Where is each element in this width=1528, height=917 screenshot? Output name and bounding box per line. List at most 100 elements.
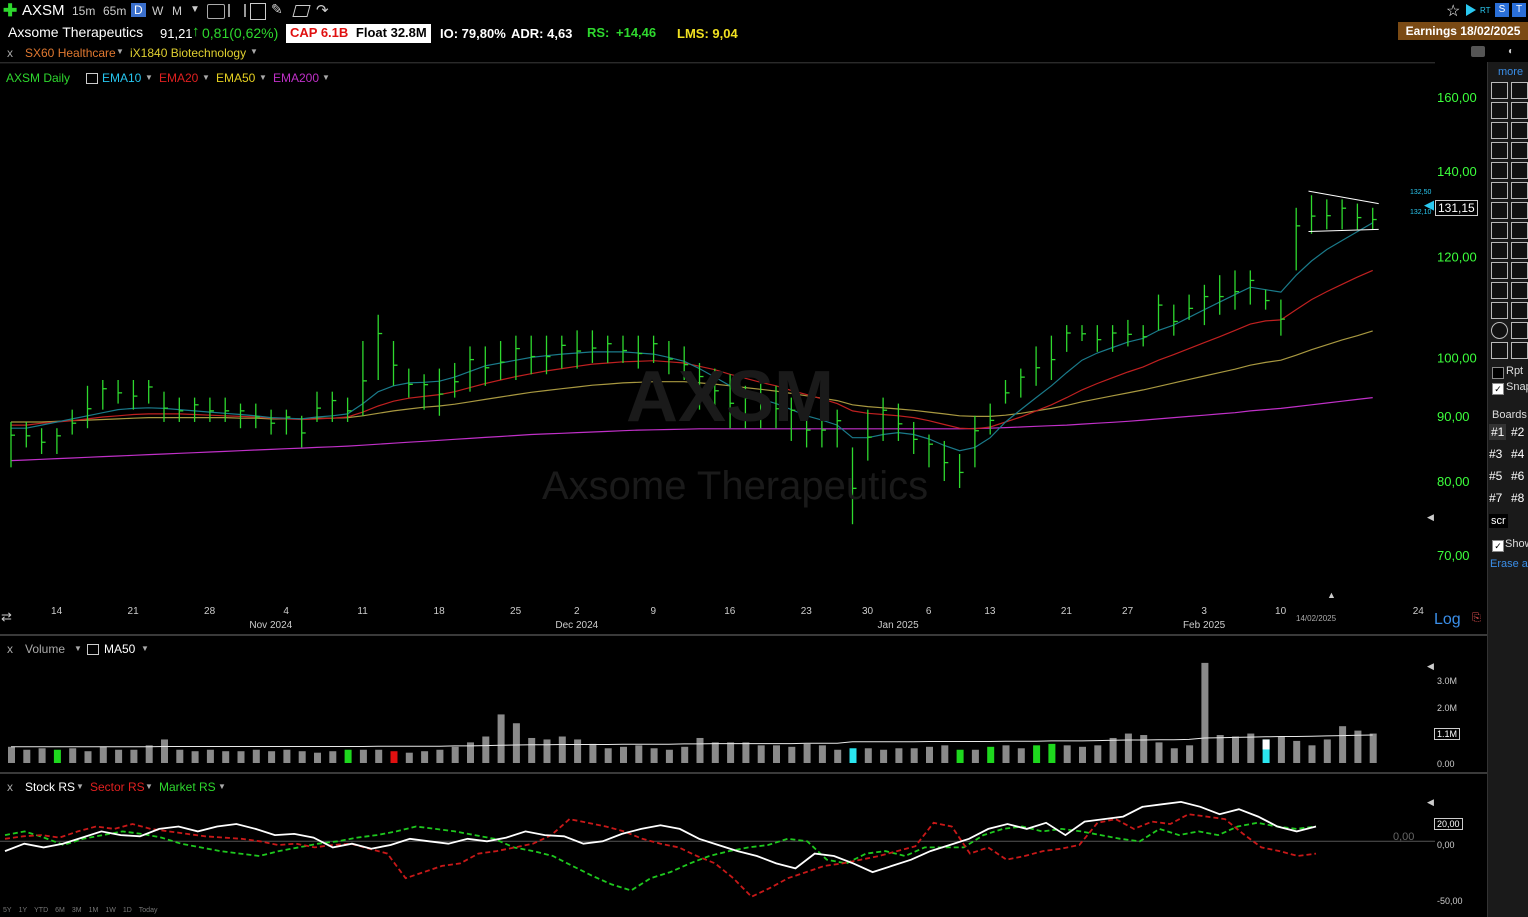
fan-tool-icon[interactable]: [1491, 222, 1508, 239]
price-panel-label[interactable]: AXSM Daily: [6, 71, 71, 85]
scroll-left-icon[interactable]: ◀: [1427, 512, 1434, 522]
scroll-up-icon[interactable]: ▲: [1327, 590, 1336, 600]
volume-close-button[interactable]: x: [7, 642, 13, 656]
range-3m[interactable]: 3M: [71, 907, 82, 914]
flag-icon[interactable]: [1466, 4, 1476, 16]
app-s-icon[interactable]: S: [1495, 3, 1509, 17]
arc2-tool-icon[interactable]: [1491, 242, 1508, 259]
industry-link[interactable]: iX1840 Biotechnology: [130, 46, 247, 60]
scroll-left-icon[interactable]: ◀: [1427, 661, 1434, 671]
scroll-left-icon[interactable]: ◀: [1427, 797, 1434, 807]
board-7[interactable]: #7: [1489, 491, 1503, 505]
chart-type-icon[interactable]: [207, 4, 225, 19]
chevron-down-icon[interactable]: ▼: [259, 73, 267, 82]
square-tool-icon[interactable]: [1511, 322, 1528, 339]
table-icon[interactable]: [86, 73, 98, 84]
hlines-tool-icon[interactable]: [1491, 162, 1508, 179]
more-tools-link[interactable]: more: [1498, 66, 1524, 78]
dropdown-icon[interactable]: ▼: [190, 4, 200, 15]
wave-tool-icon[interactable]: [1511, 282, 1528, 299]
eraser-tool-icon[interactable]: [1511, 102, 1528, 119]
chevron-down-icon[interactable]: ▼: [141, 644, 149, 653]
volume-panel[interactable]: x Volume ▼ MA50 ▼ 3.0M 2.0M 1.1M 0.00 ◀: [0, 636, 1487, 772]
range-5y[interactable]: 5Y: [3, 907, 12, 914]
range-ytd[interactable]: YTD: [34, 907, 49, 914]
panel-separator[interactable]: [0, 772, 1487, 774]
hand-tool-icon[interactable]: [1491, 102, 1508, 119]
volume-title[interactable]: Volume: [25, 642, 66, 656]
volume-chart-svg[interactable]: [0, 636, 1487, 772]
chevron-down-icon[interactable]: ▼: [145, 782, 153, 791]
arc-tool-icon[interactable]: [1491, 142, 1508, 159]
range-6m[interactable]: 6M: [55, 907, 65, 914]
log-scale-toggle[interactable]: Log: [1434, 611, 1461, 628]
timeframe-65m[interactable]: 65m: [103, 4, 127, 18]
range-today[interactable]: Today: [138, 907, 158, 914]
favorite-star-icon[interactable]: ☆: [1446, 3, 1461, 20]
timeframe-monthly[interactable]: M: [172, 4, 182, 18]
chevron-down-icon[interactable]: ▼: [202, 73, 210, 82]
board-3[interactable]: #3: [1489, 447, 1503, 461]
show-checkbox[interactable]: ✓: [1492, 540, 1504, 552]
chevron-down-icon[interactable]: ▼: [322, 73, 330, 82]
line-tool-icon[interactable]: [1491, 122, 1508, 139]
chevron-down-icon[interactable]: ▼: [250, 47, 258, 56]
vlines-tool-icon[interactable]: [1491, 182, 1508, 199]
app-t-icon[interactable]: T: [1512, 3, 1526, 17]
ema20-label[interactable]: EMA20: [159, 71, 199, 85]
arrow-tool-icon[interactable]: [1511, 342, 1528, 359]
dotted-tool-icon[interactable]: [1491, 302, 1508, 319]
board-8[interactable]: #8: [1511, 491, 1525, 505]
board-4[interactable]: #4: [1511, 447, 1525, 461]
stock-rs-label[interactable]: Stock RS: [25, 780, 76, 794]
price-chart-svg[interactable]: 70,00 80,00 90,00 100,00 120,00 140,00 160,00 1…: [0, 62, 1487, 634]
chevron-down-icon[interactable]: ▼: [74, 644, 82, 653]
collapse-panel-icon[interactable]: [1471, 46, 1485, 57]
panel-separator[interactable]: [0, 634, 1487, 636]
board-1[interactable]: #1: [1489, 424, 1507, 440]
rs-chart-svg[interactable]: [0, 774, 1487, 917]
range-1y[interactable]: 1Y: [18, 907, 28, 914]
rect-tool-icon[interactable]: [1511, 262, 1528, 279]
bar-chart-icon[interactable]: [228, 4, 246, 17]
calculator-icon[interactable]: [250, 3, 266, 20]
chevron-down-icon[interactable]: ▼: [218, 782, 226, 791]
extra-icon[interactable]: ◐: [1508, 46, 1515, 57]
camera-tool-icon[interactable]: [1491, 342, 1508, 359]
timeframe-weekly[interactable]: W: [152, 4, 164, 18]
board-6[interactable]: #6: [1511, 469, 1525, 483]
sector-link[interactable]: SX60 Healthcare: [25, 46, 116, 60]
screener-button[interactable]: scr: [1489, 514, 1508, 528]
vline-tool-icon[interactable]: [1511, 302, 1528, 319]
price-chart-panel[interactable]: 70,00 80,00 90,00 100,00 120,00 140,00 160,00 1…: [0, 62, 1487, 634]
share-icon[interactable]: ↷: [316, 2, 329, 19]
circle-tool-icon[interactable]: [1491, 322, 1508, 339]
link-icon[interactable]: ⎘: [1472, 612, 1481, 624]
range-1w[interactable]: 1W: [105, 907, 116, 914]
fib-tool-icon[interactable]: [1511, 142, 1528, 159]
board-5[interactable]: #5: [1489, 469, 1503, 483]
snap-checkbox[interactable]: ✓: [1492, 383, 1504, 395]
repeat-checkbox[interactable]: [1492, 367, 1504, 379]
text-tool-icon[interactable]: [1511, 122, 1528, 139]
ema50-label[interactable]: EMA50: [216, 71, 256, 85]
pencil-icon[interactable]: ✎: [271, 1, 283, 17]
zigzag-tool-icon[interactable]: [1491, 282, 1508, 299]
ticker-symbol[interactable]: AXSM: [22, 2, 65, 19]
range-1d[interactable]: 1D: [122, 907, 132, 914]
ema200-label[interactable]: EMA200: [273, 71, 320, 85]
crosshair-tool-icon[interactable]: [1511, 82, 1528, 99]
pitchfork-tool-icon[interactable]: [1511, 182, 1528, 199]
chevron-down-icon[interactable]: ▼: [116, 47, 124, 56]
ema10-label[interactable]: EMA10: [102, 71, 142, 85]
rs-close-button[interactable]: x: [7, 780, 13, 794]
channel-tool-icon[interactable]: [1511, 162, 1528, 179]
volume-ma-label[interactable]: MA50: [104, 642, 136, 656]
layers-icon[interactable]: [292, 5, 311, 17]
trend-tool-icon[interactable]: [1511, 202, 1528, 219]
grid-tool-icon[interactable]: [1491, 262, 1508, 279]
rt-icon[interactable]: RT: [1480, 6, 1491, 15]
hline-tool-icon[interactable]: [1511, 222, 1528, 239]
chevron-down-icon[interactable]: ▼: [76, 782, 84, 791]
select-tool-icon[interactable]: [1491, 82, 1508, 99]
